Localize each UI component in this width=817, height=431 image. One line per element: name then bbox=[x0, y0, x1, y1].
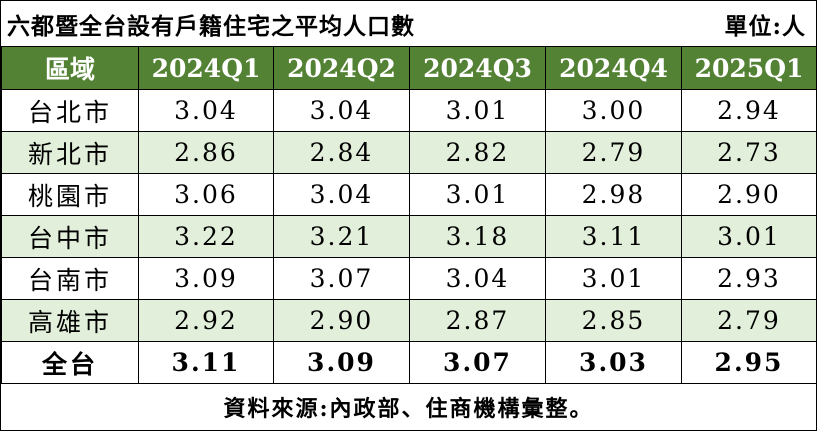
region-cell: 台中市 bbox=[1, 215, 139, 258]
column-header-2024q1: 2024Q1 bbox=[138, 46, 274, 90]
region-cell: 台北市 bbox=[1, 89, 139, 132]
region-cell: 新北市 bbox=[1, 131, 139, 174]
value-cell: 3.01 bbox=[409, 173, 546, 216]
value-cell: 2.85 bbox=[545, 299, 682, 342]
value-cell: 2.86 bbox=[138, 131, 274, 174]
value-cell: 3.09 bbox=[273, 341, 410, 384]
column-header-region: 區域 bbox=[1, 46, 139, 90]
table-row: 台北市 3.04 3.04 3.01 3.00 2.94 bbox=[1, 89, 817, 132]
value-cell: 2.79 bbox=[545, 131, 682, 174]
table-title: 六都暨全台設有戶籍住宅之平均人口數 bbox=[7, 12, 415, 40]
value-cell: 2.95 bbox=[681, 341, 817, 384]
total-row: 全台 3.11 3.09 3.07 3.03 2.95 bbox=[1, 341, 817, 384]
table-row: 桃園市 3.06 3.04 3.01 2.98 2.90 bbox=[1, 173, 817, 216]
value-cell: 3.01 bbox=[681, 215, 817, 258]
region-cell: 高雄市 bbox=[1, 299, 139, 342]
value-cell: 3.04 bbox=[273, 89, 410, 132]
column-header-2025q1: 2025Q1 bbox=[681, 46, 817, 90]
table-row: 新北市 2.86 2.84 2.82 2.79 2.73 bbox=[1, 131, 817, 174]
value-cell: 3.21 bbox=[273, 215, 410, 258]
value-cell: 2.98 bbox=[545, 173, 682, 216]
value-cell: 3.04 bbox=[138, 89, 274, 132]
value-cell: 3.00 bbox=[545, 89, 682, 132]
value-cell: 2.90 bbox=[273, 299, 410, 342]
unit-label: 單位:人 bbox=[724, 12, 806, 40]
value-cell: 2.90 bbox=[681, 173, 817, 216]
column-header-2024q4: 2024Q4 bbox=[545, 46, 682, 90]
value-cell: 2.92 bbox=[138, 299, 274, 342]
region-cell: 全台 bbox=[1, 341, 139, 384]
source-note: 資料來源:內政部、住商機構彙整。 bbox=[1, 384, 816, 430]
title-row: 六都暨全台設有戶籍住宅之平均人口數 單位:人 bbox=[1, 1, 816, 46]
value-cell: 3.07 bbox=[273, 257, 410, 300]
value-cell: 2.93 bbox=[681, 257, 817, 300]
value-cell: 3.01 bbox=[545, 257, 682, 300]
column-header-2024q2: 2024Q2 bbox=[273, 46, 410, 90]
column-header-2024q3: 2024Q3 bbox=[409, 46, 546, 90]
source-text: 資料來源:內政部、住商機構彙整。 bbox=[223, 396, 594, 422]
value-cell: 2.79 bbox=[681, 299, 817, 342]
table-row: 高雄市 2.92 2.90 2.87 2.85 2.79 bbox=[1, 299, 817, 342]
value-cell: 3.04 bbox=[273, 173, 410, 216]
value-cell: 2.82 bbox=[409, 131, 546, 174]
value-cell: 2.84 bbox=[273, 131, 410, 174]
table-row: 台中市 3.22 3.21 3.18 3.11 3.01 bbox=[1, 215, 817, 258]
value-cell: 3.03 bbox=[545, 341, 682, 384]
value-cell: 3.07 bbox=[409, 341, 546, 384]
value-cell: 3.11 bbox=[545, 215, 682, 258]
value-cell: 2.87 bbox=[409, 299, 546, 342]
value-cell: 3.09 bbox=[138, 257, 274, 300]
value-cell: 3.04 bbox=[409, 257, 546, 300]
table-row: 台南市 3.09 3.07 3.04 3.01 2.93 bbox=[1, 257, 817, 300]
header-row: 區域 2024Q1 2024Q2 2024Q3 2024Q4 2025Q1 bbox=[1, 46, 817, 90]
value-cell: 3.11 bbox=[138, 341, 274, 384]
value-cell: 3.18 bbox=[409, 215, 546, 258]
region-cell: 桃園市 bbox=[1, 173, 139, 216]
value-cell: 2.94 bbox=[681, 89, 817, 132]
value-cell: 2.73 bbox=[681, 131, 817, 174]
value-cell: 3.01 bbox=[409, 89, 546, 132]
region-cell: 台南市 bbox=[1, 257, 139, 300]
value-cell: 3.06 bbox=[138, 173, 274, 216]
data-table: 區域 2024Q1 2024Q2 2024Q3 2024Q4 2025Q1 台北… bbox=[1, 46, 817, 384]
value-cell: 3.22 bbox=[138, 215, 274, 258]
